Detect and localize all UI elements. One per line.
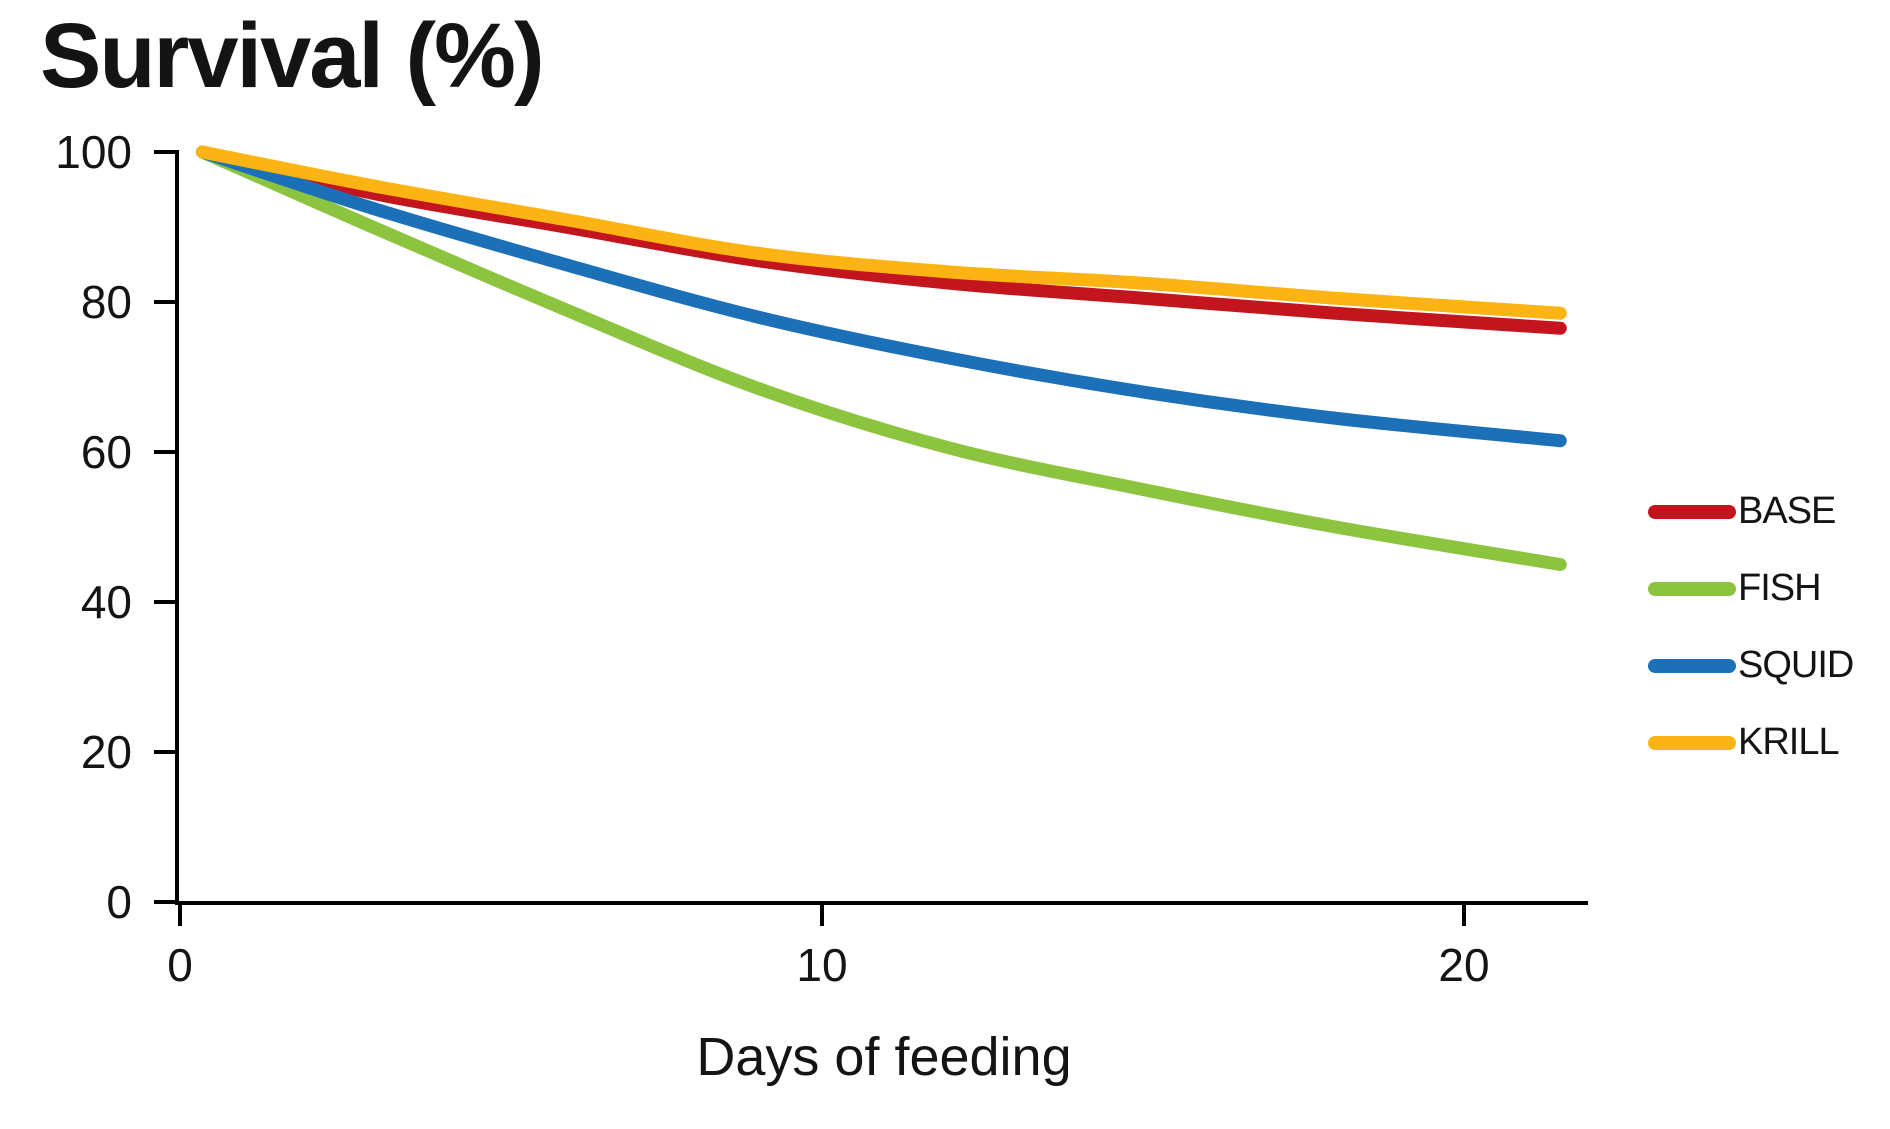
y-tick-label-0: 0 [106,876,132,928]
legend-label-fish: FISH [1738,567,1822,609]
y-tick-label-40: 40 [80,576,132,628]
legend-item-krill: KRILL [1648,721,1840,764]
series-line-fish [195,145,1567,571]
legend-swatch-base [1648,504,1736,519]
legend-label-base: BASE [1738,490,1836,532]
y-tick-label-80: 80 [80,276,132,328]
x-tick-label-0: 0 [167,939,193,991]
legend-item-fish: FISH [1648,567,1822,610]
series-line-squid [195,145,1567,448]
legend-label-squid: SQUID [1738,644,1854,686]
legend-swatch-squid [1648,658,1736,673]
legend-swatch-fish [1648,581,1736,596]
x-axis-title: Days of feeding [696,1027,1072,1087]
x-tick-label-10: 10 [796,939,848,991]
chart-title: Survival (%) [40,5,545,107]
series-line-base [195,145,1567,335]
y-tick-label-60: 60 [80,426,132,478]
legend-label-krill: KRILL [1738,721,1840,763]
series-line-krill [195,145,1567,320]
legend-item-squid: SQUID [1648,644,1854,687]
legend-swatch-krill [1648,735,1736,750]
y-tick-label-100: 100 [55,126,132,178]
x-tick-label-20: 20 [1438,939,1490,991]
y-tick-label-20: 20 [80,726,132,778]
legend-item-base: BASE [1648,490,1836,533]
